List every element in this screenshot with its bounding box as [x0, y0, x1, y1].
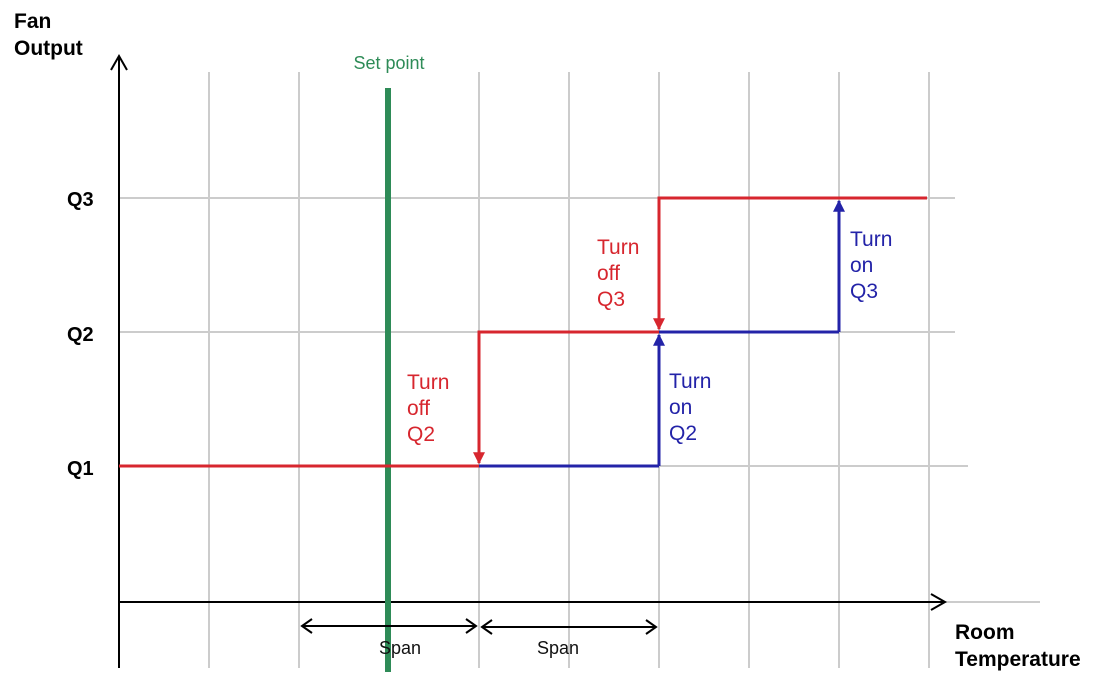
- y-axis-title-line2: Output: [14, 37, 83, 60]
- turn-off-q2-line1: Turn: [407, 371, 449, 394]
- span-label-2: Span: [537, 638, 579, 658]
- turn-off-q3-label: Turn off Q3: [597, 236, 645, 311]
- turn-off-path: [119, 196, 927, 468]
- span-label-1: Span: [379, 638, 421, 658]
- turn-off-q2-label: Turn off Q2: [407, 371, 455, 446]
- turn-off-q3-line2: off: [597, 262, 620, 285]
- turn-on-q3-label: Turn on Q3: [850, 228, 898, 303]
- x-axis-arrowhead: [930, 593, 948, 611]
- y-axis-title-line1: Fan: [14, 10, 51, 33]
- off-path-q3-segment: [657, 196, 927, 300]
- span-arrow-2-left-head: [480, 619, 493, 635]
- level-label-q3: Q3: [67, 189, 94, 211]
- turn-on-q3-line1: Turn: [850, 228, 892, 251]
- span-arrow-1-right-head: [465, 618, 478, 634]
- turn-on-q3-line3: Q3: [850, 280, 878, 303]
- level-label-q2: Q2: [67, 324, 94, 346]
- turn-on-q2-line1: Turn: [669, 370, 711, 393]
- turn-on-q2-line2: on: [669, 396, 692, 419]
- turn-on-q3-line2: on: [850, 254, 873, 277]
- x-axis-title-line2: Temperature: [955, 648, 1081, 671]
- turn-on-q2-line3: Q2: [669, 422, 697, 445]
- span-arrows: [300, 618, 658, 635]
- level-label-q1: Q1: [67, 458, 94, 480]
- turn-on-path: [479, 199, 845, 468]
- y-axis-arrowhead: [110, 53, 128, 71]
- grid: [119, 72, 1040, 668]
- axes: [110, 53, 948, 668]
- off-path-q2-segment: [477, 330, 659, 440]
- setpoint-label: Set point: [353, 53, 424, 73]
- turn-off-q2-line2: off: [407, 397, 430, 420]
- turn-off-q3-line3: Q3: [597, 288, 625, 311]
- x-axis-title-line1: Room: [955, 621, 1015, 644]
- turn-on-q2-label: Turn on Q2: [669, 370, 717, 445]
- span-arrow-1-left-head: [300, 618, 313, 634]
- turn-off-q2-line3: Q2: [407, 423, 435, 446]
- span-arrow-2-right-head: [645, 619, 658, 635]
- turn-off-q3-line1: Turn: [597, 236, 639, 259]
